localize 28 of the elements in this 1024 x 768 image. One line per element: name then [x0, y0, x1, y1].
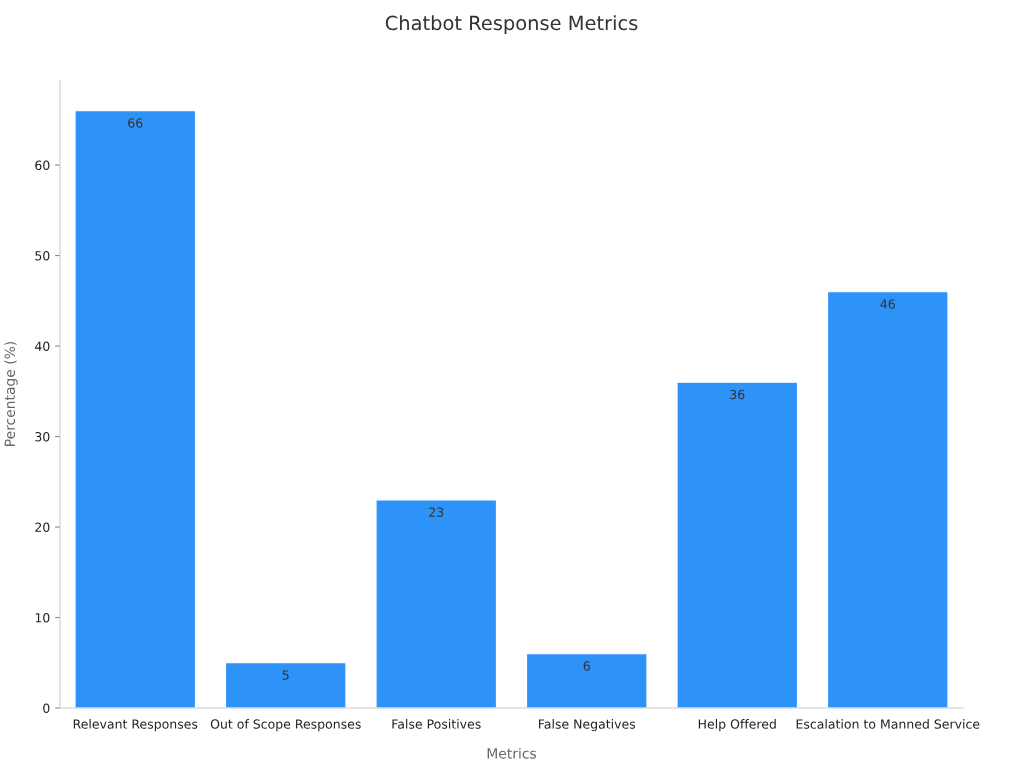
x-tick-label: Relevant Responses — [73, 719, 198, 732]
bar — [74, 110, 197, 708]
bar — [375, 499, 498, 708]
y-axis-title: Percentage (%) — [4, 341, 18, 446]
x-axis-title: Metrics — [487, 747, 537, 759]
bar — [224, 662, 347, 708]
data-label: 66 — [128, 118, 143, 128]
data-label: 23 — [429, 507, 444, 517]
chart-title: Chatbot Response Metrics — [385, 15, 638, 35]
bar — [826, 291, 949, 708]
x-tick-label: Help Offered — [698, 719, 776, 732]
x-tick-label: Out of Scope Responses — [210, 719, 361, 732]
y-tick-label: 20 — [35, 522, 50, 532]
x-tick-label: Escalation to Manned Service — [796, 719, 980, 729]
data-label: 36 — [730, 389, 745, 400]
y-tick-label: 50 — [35, 251, 50, 261]
y-tick-label: 40 — [34, 341, 50, 351]
y-tick-label: 10 — [35, 612, 50, 623]
y-tick-label: 0 — [43, 703, 50, 713]
data-label: 6 — [583, 661, 590, 671]
x-tick-label: False Positives — [392, 719, 481, 729]
x-tick-label: False Negatives — [538, 719, 636, 732]
data-label: 5 — [282, 670, 289, 680]
bar — [676, 381, 799, 708]
y-tick-label: 30 — [35, 432, 50, 442]
y-tick-label: 60 — [35, 160, 50, 170]
bar — [525, 653, 648, 708]
data-label: 46 — [880, 299, 895, 309]
